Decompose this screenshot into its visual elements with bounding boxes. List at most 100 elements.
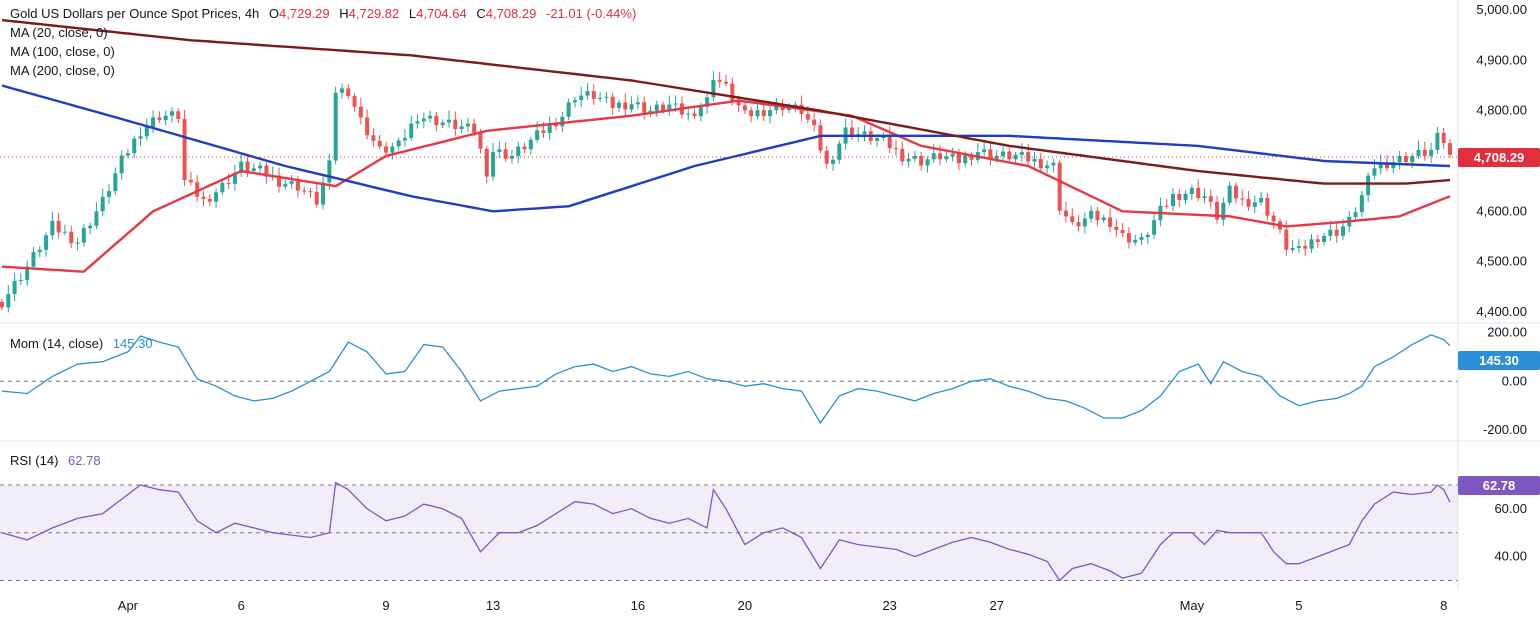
candle-body xyxy=(893,148,898,150)
candle-body xyxy=(1303,246,1308,249)
candle-body xyxy=(1170,194,1175,206)
candle-body xyxy=(377,140,382,147)
candle-body xyxy=(635,102,640,105)
candle-body xyxy=(226,182,231,184)
legend-ma100[interactable]: MA (100, close, 0) xyxy=(10,44,115,59)
candle-body xyxy=(944,156,949,160)
candle-body xyxy=(157,117,162,121)
candle-body xyxy=(1120,230,1125,234)
candle-body xyxy=(201,196,206,200)
candle-body xyxy=(1101,217,1106,221)
close-label: C xyxy=(476,6,486,21)
candle-body xyxy=(1051,162,1056,166)
candle-body xyxy=(629,104,634,110)
candle-body xyxy=(1353,212,1358,217)
candle-body xyxy=(182,119,187,181)
rsi-legend[interactable]: RSI (14) 62.78 xyxy=(10,453,101,468)
close-value: 4,708.29 xyxy=(485,6,537,21)
x-tick-label: 9 xyxy=(382,598,389,613)
candle-body xyxy=(1435,132,1440,150)
candle-body xyxy=(144,126,149,137)
candle-body xyxy=(453,119,458,130)
candle-body xyxy=(686,113,691,115)
high-value: 4,729.82 xyxy=(348,6,400,21)
x-tick-label: 16 xyxy=(631,598,645,613)
candle-body xyxy=(1221,202,1226,220)
mom-legend[interactable]: Mom (14, close) 145.30 xyxy=(10,336,153,351)
candle-body xyxy=(277,175,282,187)
candle-body xyxy=(761,110,766,117)
candle-body xyxy=(113,173,118,192)
candle-body xyxy=(535,130,540,140)
candle-body xyxy=(1177,194,1182,201)
candle-body xyxy=(1196,187,1201,199)
candle-body xyxy=(560,116,565,127)
x-tick-label: 23 xyxy=(882,598,896,613)
candle-body xyxy=(239,161,244,173)
candle-body xyxy=(100,196,105,212)
rsi-label: RSI (14) xyxy=(10,453,59,468)
candle-body xyxy=(988,149,993,159)
candle-body xyxy=(18,279,23,281)
x-tick-label: 20 xyxy=(738,598,752,613)
y-tick-label: 5,000.00 xyxy=(1476,2,1527,17)
candle-body xyxy=(314,191,319,205)
candle-body xyxy=(566,102,571,117)
candle-body xyxy=(1246,199,1251,207)
candle-body xyxy=(503,149,508,159)
candle-body xyxy=(497,149,502,153)
x-tick-label: 27 xyxy=(989,598,1003,613)
candle-body xyxy=(711,79,716,98)
candle-body xyxy=(604,96,609,98)
candle-body xyxy=(396,140,401,147)
candle-body xyxy=(321,182,326,205)
candle-body xyxy=(371,135,376,141)
candle-body xyxy=(616,102,621,108)
candle-body xyxy=(585,91,590,96)
y-tick-label: 40.00 xyxy=(1494,549,1527,564)
candle-body xyxy=(982,149,987,153)
legend-ma200[interactable]: MA (200, close, 0) xyxy=(10,63,115,78)
candle-body xyxy=(1265,197,1270,216)
candle-body xyxy=(56,220,61,233)
ma100-line xyxy=(1,84,1451,213)
candle-body xyxy=(554,123,559,127)
mom-tag: 145.30 xyxy=(1458,351,1540,370)
candle-body xyxy=(1108,217,1113,227)
candle-body xyxy=(1429,149,1434,156)
candle-body xyxy=(1057,162,1062,211)
candle-body xyxy=(415,121,420,124)
candle-body xyxy=(346,88,351,97)
candle-body xyxy=(88,225,93,229)
y-tick-label: 200.00 xyxy=(1487,324,1527,339)
candle-body xyxy=(1290,247,1295,250)
ma20-line xyxy=(1,99,1451,273)
y-tick-label: -200.00 xyxy=(1483,422,1527,437)
candle-body xyxy=(742,105,747,111)
candle-body xyxy=(220,182,225,193)
candle-body xyxy=(1133,239,1138,243)
y-tick-label: 4,400.00 xyxy=(1476,304,1527,319)
candle-body xyxy=(302,190,307,192)
candle-body xyxy=(1233,185,1238,199)
candle-body xyxy=(1441,132,1446,144)
candle-body xyxy=(31,252,36,267)
candle-body xyxy=(1366,175,1371,196)
candle-body xyxy=(1397,156,1402,163)
candle-body xyxy=(12,280,17,295)
candle-body xyxy=(837,143,842,160)
candle-body xyxy=(1416,149,1421,156)
candle-body xyxy=(1296,246,1301,248)
candle-body xyxy=(491,152,496,177)
candle-body xyxy=(1032,158,1037,162)
y-tick-label: 60.00 xyxy=(1494,501,1527,516)
candle-body xyxy=(749,110,754,117)
candle-body xyxy=(831,159,836,164)
candle-body xyxy=(717,79,722,82)
candle-body xyxy=(875,138,880,141)
candle-body xyxy=(1152,220,1157,235)
candle-body xyxy=(1001,151,1006,156)
candle-body xyxy=(1378,162,1383,169)
legend-ma20[interactable]: MA (20, close, 0) xyxy=(10,25,108,40)
